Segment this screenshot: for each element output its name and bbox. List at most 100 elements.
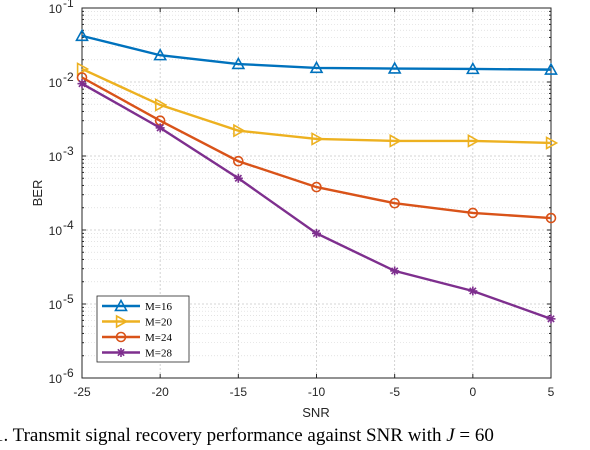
x-axis-label: SNR (302, 405, 329, 420)
triangle-right-marker (115, 314, 129, 329)
legend-marker (115, 331, 127, 343)
data-point (153, 48, 168, 61)
data-point (309, 60, 324, 74)
triangle-up-marker (309, 60, 324, 74)
y-tick-label: 10 (49, 2, 63, 16)
data-point (233, 155, 244, 167)
series-m-28 (77, 79, 556, 324)
data-point (233, 123, 246, 138)
data-point (390, 266, 400, 276)
data-point (545, 212, 557, 224)
triangle-right-marker (311, 132, 324, 146)
data-point (467, 207, 479, 219)
triangle-up-marker (465, 61, 480, 75)
ber-vs-snr-chart: -25 -20 -15 -10 -5 0 510-610-510-410-310-210-1… (30, 0, 559, 420)
y-tick-label: 10 (49, 298, 63, 312)
triangle-right-marker (467, 134, 480, 148)
circle-marker (545, 212, 557, 224)
legend: M=16 M=20 M=24 M=28 (96, 295, 190, 363)
legend-label: M=20 (145, 317, 172, 329)
triangle-right-marker (76, 62, 90, 76)
triangle-right-marker (389, 134, 402, 148)
legend-label: M=16 (145, 301, 172, 313)
y-tick-exponent: -1 (63, 0, 74, 10)
legend-entry: M=16 (102, 298, 172, 313)
legend-entry: M=20 (102, 314, 172, 329)
triangle-up-marker (153, 48, 168, 61)
circle-marker (467, 207, 479, 219)
triangle-up-marker (75, 28, 89, 42)
data-point (468, 286, 478, 296)
y-tick-exponent: -5 (63, 292, 74, 306)
asterisk-stroke (469, 287, 477, 295)
y-tick-exponent: -3 (63, 144, 74, 158)
data-point (155, 123, 165, 133)
triangle-right-marker (154, 98, 168, 112)
asterisk-stroke (312, 229, 321, 238)
data-point (231, 56, 246, 70)
data-point (154, 98, 168, 112)
legend-label: M=24 (145, 332, 172, 344)
x-tick-label: -20 (151, 385, 169, 399)
series-m-20 (76, 62, 559, 150)
y-tick-exponent: -2 (63, 70, 74, 84)
data-point (233, 173, 243, 183)
x-tick-label: 0 (469, 385, 476, 399)
legend-label: M=28 (145, 348, 172, 360)
series-group (75, 28, 559, 324)
triangle-up-marker (544, 62, 558, 75)
circle-marker (233, 155, 244, 167)
data-point (546, 314, 556, 324)
x-tick-label: -25 (73, 385, 91, 399)
legend-marker (116, 348, 126, 357)
triangle-right-marker (233, 123, 246, 138)
y-tick-label: 10 (49, 224, 63, 238)
figure-caption: 1. Transmit signal recovery performance … (0, 425, 494, 447)
data-point (75, 28, 89, 42)
circle-marker (115, 331, 127, 343)
data-point (312, 228, 321, 238)
legend-marker (114, 298, 128, 312)
legend-entry: M=28 (102, 348, 172, 360)
data-point (389, 134, 402, 148)
data-point (389, 197, 400, 209)
data-point (545, 136, 559, 150)
y-tick-label: 10 (49, 150, 63, 164)
y-tick-label: 10 (49, 76, 63, 90)
x-tick-label: -5 (389, 385, 400, 399)
series-line (81, 34, 552, 71)
series-line (81, 67, 552, 145)
data-point (311, 181, 322, 193)
y-axis-label: BER (30, 180, 45, 207)
y-tick-exponent: -6 (63, 366, 74, 380)
data-point (465, 61, 480, 75)
data-point (76, 62, 90, 76)
triangle-right-marker (545, 136, 559, 150)
triangle-up-marker (231, 56, 246, 70)
asterisk-stroke (78, 79, 86, 88)
triangle-up-marker (387, 61, 402, 74)
caption-prefix: 1. Transmit signal recovery performance … (0, 425, 447, 446)
triangle-up-marker (114, 298, 128, 312)
asterisk-stroke (547, 315, 555, 323)
y-tick-label: 10 (49, 372, 63, 386)
y-tick-exponent: -4 (63, 218, 74, 232)
x-tick-label: -15 (230, 385, 248, 399)
data-point (311, 132, 324, 146)
series-line (81, 76, 552, 220)
x-tick-label: 5 (548, 385, 555, 399)
data-point (544, 62, 558, 75)
axis-ticks: -25 -20 -15 -10 -5 0 510-610-510-410-310-210-1 (49, 0, 555, 399)
data-point (387, 61, 402, 74)
caption-suffix: = 60 (454, 425, 494, 446)
circle-marker (389, 197, 400, 209)
circle-marker (311, 181, 322, 193)
asterisk-stroke (117, 348, 125, 357)
x-tick-label: -10 (308, 385, 326, 399)
legend-entry: M=24 (102, 331, 172, 344)
asterisk-stroke (390, 267, 399, 275)
series-m-16 (75, 28, 558, 75)
legend-marker (115, 314, 129, 329)
data-point (77, 79, 87, 89)
data-point (467, 134, 480, 148)
